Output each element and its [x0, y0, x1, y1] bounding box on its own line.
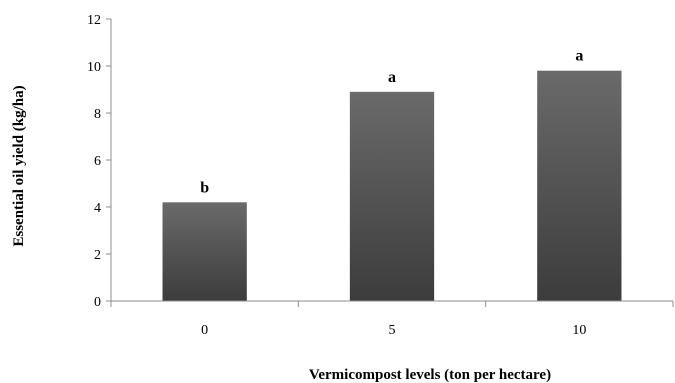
- y-tick-label: 8: [94, 107, 101, 122]
- y-tick-label: 2: [94, 248, 101, 263]
- y-tick-label: 4: [94, 201, 101, 216]
- bar-significance-label: a: [388, 69, 396, 86]
- bars-group: b a a: [162, 48, 622, 301]
- x-axis: 0 5 10: [110, 300, 674, 338]
- x-tick-label: 5: [389, 323, 396, 338]
- bar: [349, 91, 435, 301]
- bar-significance-label: a: [575, 48, 583, 65]
- bar: [537, 70, 622, 301]
- x-tick-label: 0: [201, 323, 208, 338]
- y-tick-label: 6: [94, 154, 101, 169]
- y-tick-label: 12: [87, 13, 101, 28]
- y-axis: 0 2 4 6 8 10 12: [87, 13, 112, 310]
- y-tick-label: 10: [87, 60, 101, 75]
- x-tick-label: 10: [572, 323, 586, 338]
- x-axis-title: Vermicompost levels (ton per hectare): [309, 367, 551, 383]
- bar-significance-label: b: [200, 179, 209, 196]
- y-axis-title: Essential oil yield (kg/ha): [11, 85, 27, 246]
- y-tick-label: 0: [94, 295, 101, 310]
- bar: [162, 202, 247, 301]
